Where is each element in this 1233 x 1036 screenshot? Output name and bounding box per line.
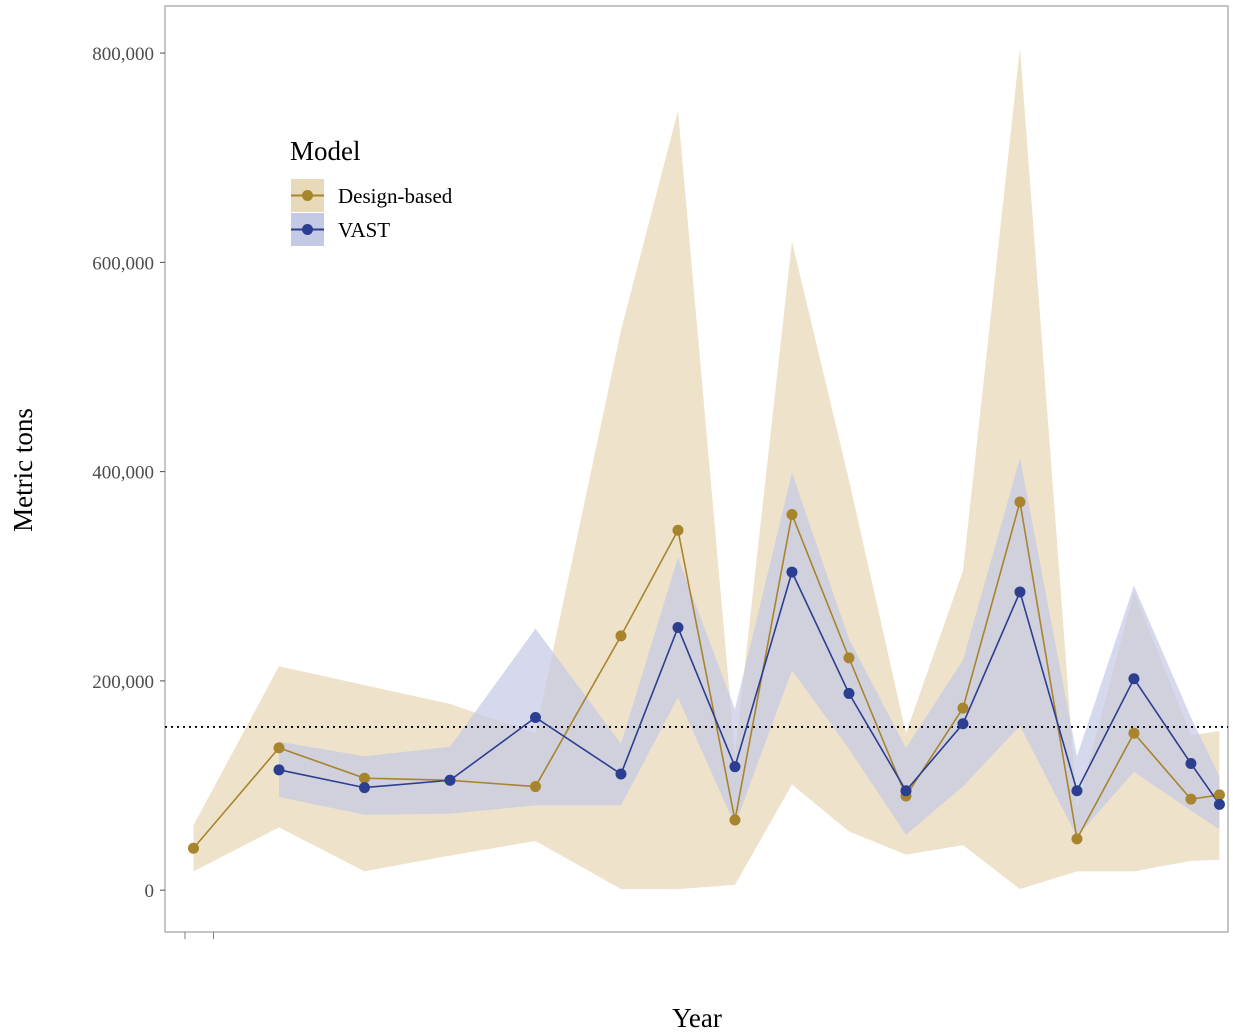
data-point-vast [1213, 798, 1225, 810]
y-tick-label: 600,000 [92, 253, 154, 274]
data-point-design-based [1014, 496, 1026, 508]
legend-key-point [302, 224, 313, 235]
data-point-vast [444, 774, 456, 786]
data-point-vast [672, 622, 684, 634]
data-point-design-based [957, 702, 969, 714]
data-point-vast [529, 712, 541, 724]
data-point-vast [358, 782, 370, 794]
y-tick-label: 400,000 [92, 463, 154, 484]
series-points [187, 496, 1225, 854]
y-tick-label: 200,000 [92, 672, 154, 693]
legend: Model Design-based VAST [290, 136, 453, 246]
y-axis-title: Metric tons [8, 408, 38, 532]
data-point-vast [786, 566, 798, 578]
series-line-vast [278, 569, 1221, 805]
confidence-band-vast [278, 458, 1220, 837]
data-point-vast [957, 718, 969, 730]
legend-key-point [302, 190, 313, 201]
data-point-design-based [1128, 727, 1140, 739]
data-point-design-based [358, 772, 370, 784]
legend-title: Model [290, 136, 361, 166]
data-point-vast [1128, 673, 1140, 685]
legend-label-design-based: Design-based [338, 184, 453, 208]
data-point-design-based [843, 652, 855, 664]
data-point-design-based [672, 524, 684, 536]
data-point-vast [843, 687, 855, 699]
data-point-vast [1014, 586, 1026, 598]
y-tick-label: 800,000 [92, 44, 154, 65]
data-point-design-based [786, 509, 798, 521]
data-point-design-based [1213, 789, 1225, 801]
data-point-vast [1071, 785, 1083, 797]
data-point-design-based [615, 630, 627, 642]
data-point-design-based [187, 842, 199, 854]
data-point-vast [615, 768, 627, 780]
x-axis-title: Year [672, 1003, 722, 1033]
confidence-bands [193, 47, 1220, 890]
data-point-design-based [1185, 793, 1197, 805]
y-tick-label: 0 [145, 881, 155, 902]
data-point-vast [729, 761, 741, 773]
data-point-vast [1185, 758, 1197, 770]
data-point-design-based [529, 781, 541, 793]
legend-key-vast [291, 213, 324, 246]
x-axis [184, 932, 214, 939]
data-point-design-based [729, 814, 741, 826]
data-point-design-based [1071, 833, 1083, 845]
data-point-design-based [273, 742, 285, 754]
legend-key-design-based [291, 179, 324, 212]
data-point-vast [273, 764, 285, 776]
y-axis: 0 200,000 400,000 600,000 800,000 [92, 44, 165, 902]
data-point-vast [900, 785, 912, 797]
legend-label-vast: VAST [338, 218, 390, 242]
